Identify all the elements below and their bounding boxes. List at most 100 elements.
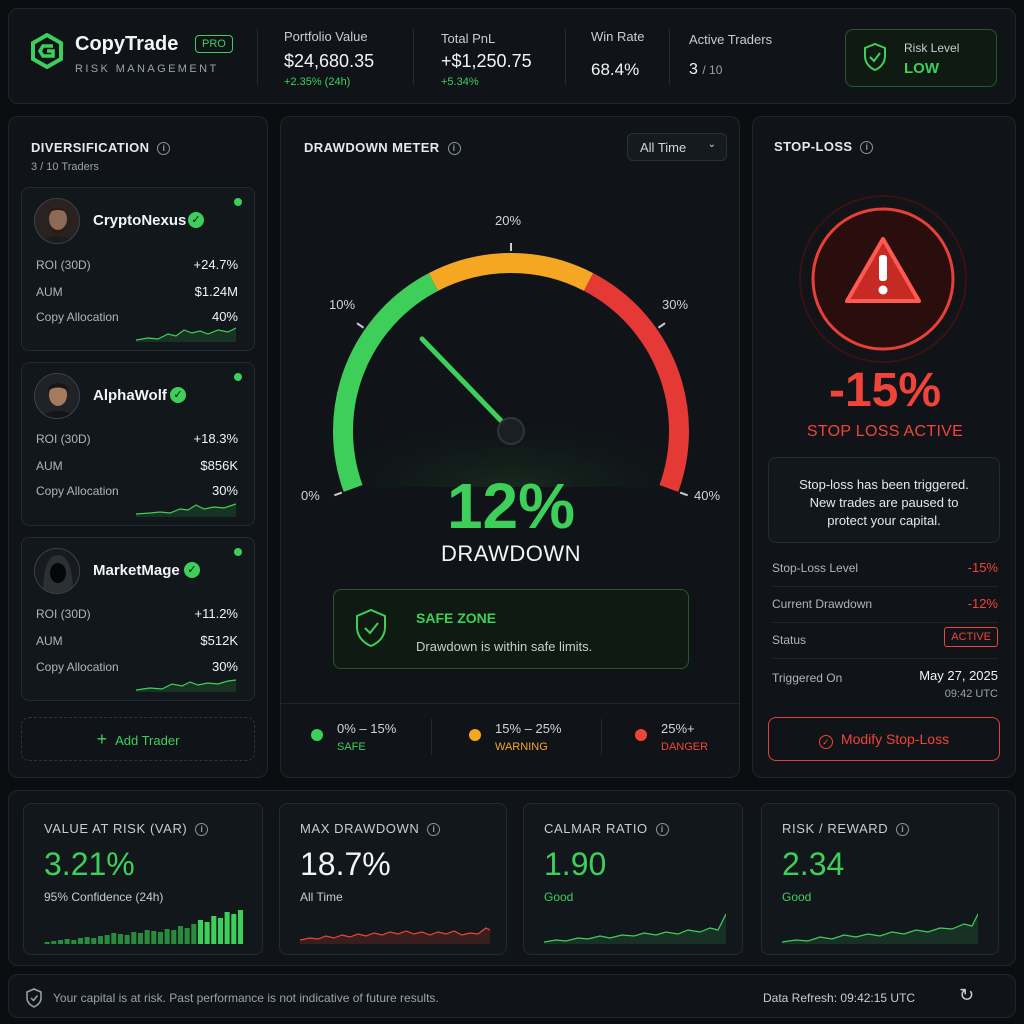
trader-card[interactable]: MarketMage ✓ ROI (30D) +11.2% AUM $512K … <box>21 537 255 701</box>
stoploss-title: STOP-LOSS i <box>774 139 874 154</box>
var-bar <box>171 930 177 944</box>
legend-tag: WARNING <box>495 741 548 753</box>
portfolio-value: $24,680.35 <box>284 51 375 71</box>
drawdown-label: DRAWDOWN <box>440 541 582 566</box>
legend-range: 15% – 25% <box>495 721 562 736</box>
avatar <box>34 373 80 419</box>
var-bar <box>44 942 50 944</box>
check-circle-icon: ✓ <box>818 735 833 749</box>
refresh-label: Data Refresh: <box>763 991 838 1005</box>
modify-stoploss-button[interactable]: ✓ Modify Stop-Loss <box>768 717 1000 761</box>
active-traders-value: 3 / 10 <box>689 61 723 78</box>
metric-title: RISK / REWARD i <box>782 821 910 836</box>
diversification-panel: DIVERSIFICATION i 3 / 10 Traders CryptoNe… <box>8 116 268 778</box>
var-bar <box>237 910 243 944</box>
allocation-label: Copy Allocation <box>36 484 119 498</box>
trader-sparkline <box>136 327 236 342</box>
current-drawdown-value: -12% <box>967 596 998 611</box>
var-bar <box>151 931 157 944</box>
chevron-down-icon: ⌄ <box>707 139 716 150</box>
trader-name: AlphaWolf <box>93 387 167 404</box>
info-icon[interactable]: i <box>447 142 461 155</box>
info-icon[interactable]: i <box>427 823 441 836</box>
gauge-tick-mark <box>333 491 343 497</box>
legend-tag: DANGER <box>661 741 709 753</box>
current-drawdown-label: Current Drawdown <box>772 597 873 611</box>
var-bar <box>51 941 57 944</box>
header-divider <box>413 29 414 85</box>
var-bar <box>137 933 143 944</box>
pnl-change: +5.34% <box>441 76 479 88</box>
var-bar <box>131 932 137 944</box>
add-trader-button[interactable]: + Add Trader <box>21 717 255 761</box>
period-select[interactable]: All Time ⌄ <box>627 133 727 161</box>
var-bar <box>157 932 163 944</box>
gauge-tick-label: 30% <box>662 297 689 312</box>
data-refresh: Data Refresh: 09:42:15 UTC <box>763 991 915 1005</box>
info-icon[interactable]: i <box>896 823 910 836</box>
active-traders-total: / 10 <box>702 63 723 77</box>
metric-value: 1.90 <box>544 846 607 882</box>
gauge-hub <box>497 417 525 445</box>
aum-label: AUM <box>36 634 63 648</box>
trader-sparkline <box>136 503 236 517</box>
gauge-tick-label: 0% <box>301 488 320 503</box>
var-bar <box>197 920 203 944</box>
roi-value: +18.3% <box>193 431 238 446</box>
status-badge: ACTIVE <box>944 627 998 647</box>
triggered-label: Triggered On <box>772 671 843 685</box>
metrics-panel: VALUE AT RISK (VAR) i 3.21% 95% Confidenc… <box>8 790 1016 966</box>
gauge-tick-mark <box>679 491 689 497</box>
var-bar <box>111 933 117 944</box>
var-bar <box>217 918 223 944</box>
footer-bar: Your capital is at risk. Past performanc… <box>8 974 1016 1018</box>
trader-card[interactable]: AlphaWolf ✓ ROI (30D) +18.3% AUM $856K C… <box>21 362 255 526</box>
trader-count: 3 / 10 Traders <box>31 161 99 173</box>
var-bar <box>84 937 90 944</box>
verified-icon: ✓ <box>170 387 186 403</box>
safe-zone-box: SAFE ZONE Drawdown is within safe limits… <box>333 589 689 669</box>
drawdown-sparkline <box>300 927 490 944</box>
divider <box>431 719 432 755</box>
gauge-tick-label: 20% <box>495 213 522 228</box>
info-icon[interactable]: i <box>157 142 171 155</box>
metric-value: 2.34 <box>782 846 845 882</box>
risk-level-label: Risk Level <box>904 41 960 55</box>
aum-value: $512K <box>200 633 238 648</box>
portfolio-change: +2.35% (24h) <box>284 76 351 88</box>
metric-value: 3.21% <box>44 846 135 882</box>
winrate-label: Win Rate <box>591 29 645 44</box>
metric-value: 18.7% <box>300 846 391 882</box>
allocation-value: 30% <box>211 659 238 674</box>
risk-level-value: LOW <box>904 60 939 77</box>
app-name: CopyTrade <box>75 33 179 55</box>
trader-card[interactable]: CryptoNexus ✓ ROI (30D) +24.7% AUM $1.24… <box>21 187 255 351</box>
var-bar <box>71 940 77 944</box>
var-bar <box>124 935 130 944</box>
info-icon[interactable]: i <box>860 141 874 154</box>
info-icon[interactable]: i <box>655 823 669 836</box>
active-traders-label: Active Traders <box>689 32 773 47</box>
trader-sparkline <box>136 679 236 692</box>
allocation-value: 30% <box>211 483 238 498</box>
risk-disclaimer: Your capital is at risk. Past performanc… <box>53 991 439 1005</box>
header-divider <box>669 29 670 85</box>
gauge-arc-safe <box>333 273 439 492</box>
allocation-label: Copy Allocation <box>36 310 119 324</box>
gauge-tick-mark <box>657 322 666 329</box>
var-bar <box>231 914 237 944</box>
var-bar <box>104 935 110 944</box>
var-bar <box>77 938 83 944</box>
metric-card-calmar: CALMAR RATIO i 1.90 Good <box>523 803 743 955</box>
refresh-icon[interactable]: ↻ <box>959 985 975 1005</box>
info-icon[interactable]: i <box>195 823 209 836</box>
message-line: New trades are paused to <box>809 495 959 510</box>
app-subtitle: RISK MANAGEMENT <box>75 63 219 75</box>
var-bar <box>144 930 150 944</box>
verified-icon: ✓ <box>184 562 200 578</box>
metric-title: MAX DRAWDOWN i <box>300 821 441 836</box>
drawdown-value: 12% <box>446 470 576 542</box>
plus-icon: + <box>96 729 108 749</box>
metric-title: VALUE AT RISK (VAR) i <box>44 821 209 836</box>
var-bar <box>191 924 197 944</box>
